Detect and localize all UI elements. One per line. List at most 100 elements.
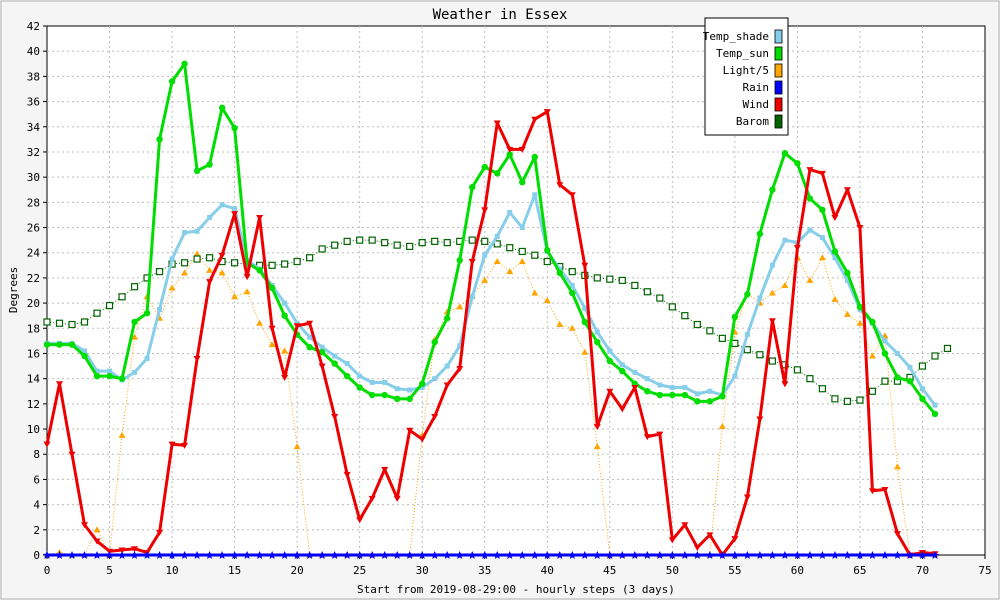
data-point-rain (930, 551, 939, 559)
data-point-wind (293, 323, 301, 330)
data-point-temp-shade (894, 350, 900, 356)
data-point-wind (468, 259, 476, 266)
data-point-barom (193, 255, 201, 263)
data-point-rain (605, 551, 614, 559)
data-point-barom (831, 395, 839, 403)
data-point-rain (455, 551, 464, 559)
data-point-temp-sun (869, 318, 876, 326)
y-tick-label: 14 (27, 373, 41, 386)
legend-label: Rain (743, 81, 770, 94)
data-point-rain (630, 551, 639, 559)
data-point-temp-sun (131, 318, 138, 326)
data-point-wind (893, 531, 901, 538)
data-point-light-5 (768, 289, 776, 296)
data-point-rain (918, 551, 927, 559)
data-point-rain (443, 551, 452, 559)
data-point-temp-shade (569, 282, 575, 288)
series-line-wind (45, 110, 936, 557)
data-point-barom (518, 247, 526, 256)
data-point-rain (618, 551, 627, 559)
data-point-temp-sun (368, 391, 376, 399)
data-point-barom (643, 288, 651, 296)
data-point-wind (768, 318, 776, 325)
data-point-temp-sun (393, 395, 401, 403)
data-point-wind (643, 434, 651, 441)
data-point-wind (618, 406, 626, 413)
data-point-rain (93, 551, 102, 559)
y-tick-label: 40 (27, 45, 40, 58)
x-axis-label: Start from 2019-08-29:00 - hourly steps … (357, 583, 675, 596)
data-point-temp-shade (657, 382, 663, 388)
data-point-temp-sun (594, 338, 601, 346)
x-tick-label: 25 (353, 564, 366, 577)
data-point-temp-shade (669, 384, 675, 390)
data-point-temp-sun (506, 151, 513, 158)
data-point-temp-shade (394, 386, 400, 392)
data-point-barom (793, 366, 802, 374)
data-point-barom (281, 260, 289, 268)
data-point-temp-sun (906, 377, 914, 385)
y-tick-label: 0 (33, 549, 40, 562)
data-point-temp-sun (819, 206, 826, 214)
x-tick-label: 0 (44, 564, 51, 577)
x-tick-label: 40 (541, 564, 554, 577)
data-point-wind (706, 532, 714, 539)
x-tick-label: 70 (916, 564, 929, 577)
data-point-rain (568, 551, 577, 559)
y-tick-label: 34 (27, 121, 41, 134)
data-point-barom (768, 357, 776, 365)
data-point-temp-sun (781, 150, 789, 157)
data-point-temp-shade (144, 356, 150, 362)
data-point-temp-shade (307, 334, 313, 340)
data-point-rain (105, 551, 114, 559)
data-point-wind (631, 384, 639, 391)
data-point-temp-shade (282, 300, 288, 306)
data-point-temp-shade (607, 348, 613, 354)
data-point-temp-sun (606, 357, 613, 365)
data-point-rain (280, 551, 289, 559)
data-point-temp-sun (756, 230, 764, 238)
legend-swatch (774, 29, 783, 44)
y-tick-label: 22 (27, 272, 40, 285)
data-point-barom (80, 318, 89, 326)
data-point-rain (518, 551, 527, 559)
data-point-rain (55, 551, 64, 559)
data-point-rain (168, 551, 177, 559)
data-point-temp-shade (157, 306, 163, 312)
data-point-wind (68, 451, 76, 458)
data-point-rain (130, 551, 139, 559)
data-point-rain (418, 551, 427, 559)
data-point-barom (743, 346, 751, 354)
data-point-temp-shade (844, 277, 850, 283)
data-point-light-5 (568, 324, 576, 331)
data-point-temp-sun (581, 318, 588, 326)
data-point-wind (543, 109, 551, 116)
data-point-temp-shade (457, 343, 463, 349)
data-point-wind (418, 436, 426, 443)
data-point-wind (281, 374, 289, 381)
data-point-wind (881, 487, 889, 494)
data-point-temp-sun (856, 303, 864, 311)
data-point-wind (231, 211, 239, 218)
y-tick-label: 16 (27, 347, 40, 360)
data-point-light-5 (718, 423, 726, 430)
legend-label: Wind (743, 98, 770, 111)
data-point-temp-sun (494, 170, 501, 177)
data-point-rain (768, 551, 777, 559)
data-point-rain (655, 551, 664, 559)
data-point-wind (431, 413, 439, 420)
data-point-barom (43, 318, 51, 326)
data-point-wind (268, 325, 276, 332)
data-point-barom (431, 237, 439, 245)
data-point-temp-shade (782, 237, 788, 243)
data-point-temp-sun (769, 186, 776, 193)
y-tick-label: 26 (27, 222, 40, 235)
data-point-temp-sun (644, 388, 651, 395)
data-point-light-5 (543, 297, 551, 304)
data-point-barom (93, 309, 101, 317)
data-point-rain (343, 551, 352, 559)
data-point-barom (205, 254, 214, 262)
y-tick-label: 10 (27, 423, 40, 436)
data-point-barom (631, 281, 639, 290)
data-point-rain (905, 551, 914, 559)
